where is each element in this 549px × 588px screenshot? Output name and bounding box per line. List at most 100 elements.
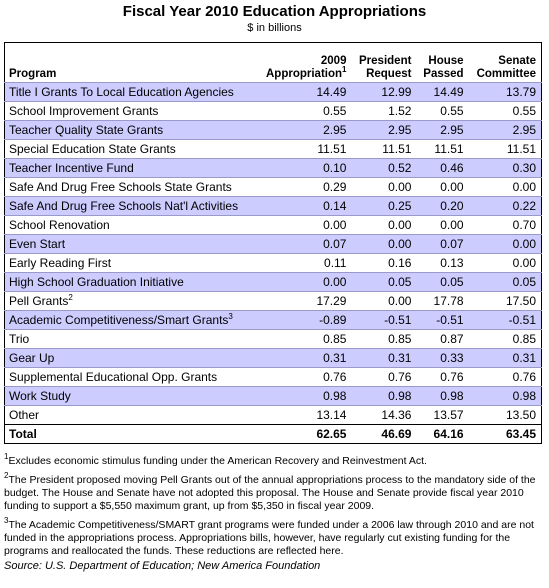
footnote: 1Excludes economic stimulus funding unde…: [4, 452, 544, 468]
footnote-text: The Academic Competitiveness/SMART grant…: [4, 519, 534, 557]
value-cell: 0.70: [512, 217, 536, 232]
value-cell: 14.49: [256, 82, 352, 102]
value-cell: 2.95: [468, 120, 542, 140]
footnote-mark: 2: [68, 292, 73, 302]
program-name: Pell Grants: [9, 293, 69, 308]
footnote: 3The Academic Competitiveness/SMART gran…: [4, 517, 544, 558]
value-cell: -0.51: [416, 310, 469, 330]
table-row: Teacher Incentive Fund 0.10 0.52 0.46 0.30: [4, 158, 542, 178]
value-cell: 0.76: [440, 369, 464, 384]
program-name: Title I Grants To Local Education Agenci…: [9, 84, 234, 99]
value-cell: 0.00: [388, 293, 412, 308]
header-line: President: [359, 55, 412, 67]
value-cell: 0.20: [416, 196, 469, 216]
value-cell: 46.69: [351, 424, 417, 444]
value-cell: 0.25: [351, 196, 417, 216]
program-cell: High School Graduation Initiative: [4, 272, 257, 292]
program-cell: Early Reading First: [5, 254, 257, 273]
table-row: Pell Grants2 17.29 0.00 17.78 17.50: [5, 292, 542, 311]
value-cell: 0.55: [440, 103, 464, 118]
table-row: Special Education State Grants 11.51 11.51…: [5, 140, 542, 159]
program-name: Even Start: [9, 236, 66, 251]
value-cell: 0.98: [351, 386, 417, 406]
header-line: Appropriation: [266, 68, 343, 80]
table-row: Other 13.14 14.36 13.57 13.50: [5, 406, 542, 425]
table-row: High School Graduation Initiative 0.00 0.0…: [4, 272, 542, 292]
program-cell: Other: [5, 406, 257, 425]
value-cell: 0.76: [512, 369, 536, 384]
program-cell: Safe And Drug Free Schools Nat'l Activit…: [4, 196, 257, 216]
program-name: Early Reading First: [9, 255, 112, 270]
value-cell: 0.05: [468, 272, 542, 292]
table-row: Work Study 0.98 0.98 0.98 0.98: [4, 386, 542, 406]
value-cell: 12.99: [351, 82, 417, 102]
value-cell: -0.51: [351, 310, 417, 330]
value-cell: 0.85: [512, 331, 536, 346]
value-cell: 0.11: [324, 255, 347, 270]
program-name: Teacher Incentive Fund: [9, 160, 134, 175]
value-cell: 13.14: [316, 407, 347, 422]
program-cell: Work Study: [4, 386, 257, 406]
program-name: Trio: [9, 331, 30, 346]
program-cell: Pell Grants2: [5, 292, 257, 311]
header-row: Program 2009 Appropriation1 President Reques…: [5, 43, 542, 83]
value-cell: 0.55: [512, 103, 536, 118]
table-row: Teacher Quality State Grants 2.95 2.95 2.95…: [4, 120, 542, 140]
table-row: School Improvement Grants 0.55 1.52 0.55 0.5…: [5, 102, 542, 121]
table-row: Safe And Drug Free Schools Nat'l Activit…: [4, 196, 542, 216]
program-name: High School Graduation Initiative: [9, 274, 184, 289]
value-cell: 0.00: [388, 217, 412, 232]
value-cell: 0.10: [256, 158, 352, 178]
program-name: Teacher Quality State Grants: [9, 122, 164, 137]
value-cell: -0.89: [256, 310, 352, 330]
footnote-mark: 1: [4, 452, 9, 461]
header-line: Committee: [476, 68, 536, 80]
value-cell: 0.05: [351, 272, 417, 292]
value-cell: 0.29: [323, 179, 347, 194]
program-cell: Gear Up: [4, 348, 257, 368]
program-name: School Renovation: [9, 217, 110, 232]
program-name: Supplemental Educational Opp. Grants: [9, 369, 218, 384]
program-name: Safe And Drug Free Schools Nat'l Activit…: [9, 198, 239, 213]
value-cell: 0.87: [440, 331, 464, 346]
header-line: Program: [9, 68, 57, 80]
value-cell: 0.07: [256, 234, 352, 254]
value-cell: 0.98: [468, 386, 542, 406]
table-row: Academic Competitiveness/Smart Grants3 -0…: [4, 310, 542, 330]
value-cell: 62.65: [256, 424, 352, 444]
value-cell: 0.85: [388, 331, 412, 346]
value-cell: 0.55: [323, 103, 347, 118]
value-cell: 17.29: [316, 293, 347, 308]
value-cell: 64.16: [416, 424, 469, 444]
program-cell: Trio: [5, 330, 257, 349]
value-cell: 13.50: [505, 407, 536, 422]
value-cell: 0.46: [416, 158, 469, 178]
value-cell: 0.07: [416, 234, 469, 254]
header-line: Request: [366, 68, 412, 80]
table-row: Supplemental Educational Opp. Grants 0.76…: [5, 368, 542, 387]
table-row: Safe And Drug Free Schools State Grants 0…: [5, 178, 542, 197]
value-cell: 11.51: [382, 141, 412, 156]
program-name: Total: [9, 426, 37, 441]
subtitle: $ in billions: [247, 22, 302, 34]
program-cell: Even Start: [4, 234, 257, 254]
table-row: School Renovation 0.00 0.00 0.00 0.70: [5, 216, 542, 235]
source: Source: U.S. Department of Education; Ne…: [4, 560, 321, 572]
value-cell: 0.00: [323, 217, 347, 232]
table-head: Program 2009 Appropriation1 President Reques…: [5, 43, 542, 83]
value-cell: 0.85: [323, 331, 347, 346]
value-cell: 0.00: [440, 217, 464, 232]
value-cell: 0.76: [323, 369, 347, 384]
program-cell: Teacher Quality State Grants: [4, 120, 257, 140]
value-cell: 14.36: [381, 407, 412, 422]
value-cell: 11.51: [506, 141, 536, 156]
value-cell: 2.95: [256, 120, 352, 140]
footnote-mark: 1: [342, 65, 347, 74]
value-cell: 0.52: [351, 158, 417, 178]
appropriations-table: Program 2009 Appropriation1 President Reques…: [4, 42, 542, 444]
value-cell: 0.05: [416, 272, 469, 292]
program-cell: School Improvement Grants: [5, 102, 257, 121]
value-cell: 0.16: [388, 255, 412, 270]
value-cell: 0.31: [256, 348, 352, 368]
value-cell: 14.49: [416, 82, 469, 102]
